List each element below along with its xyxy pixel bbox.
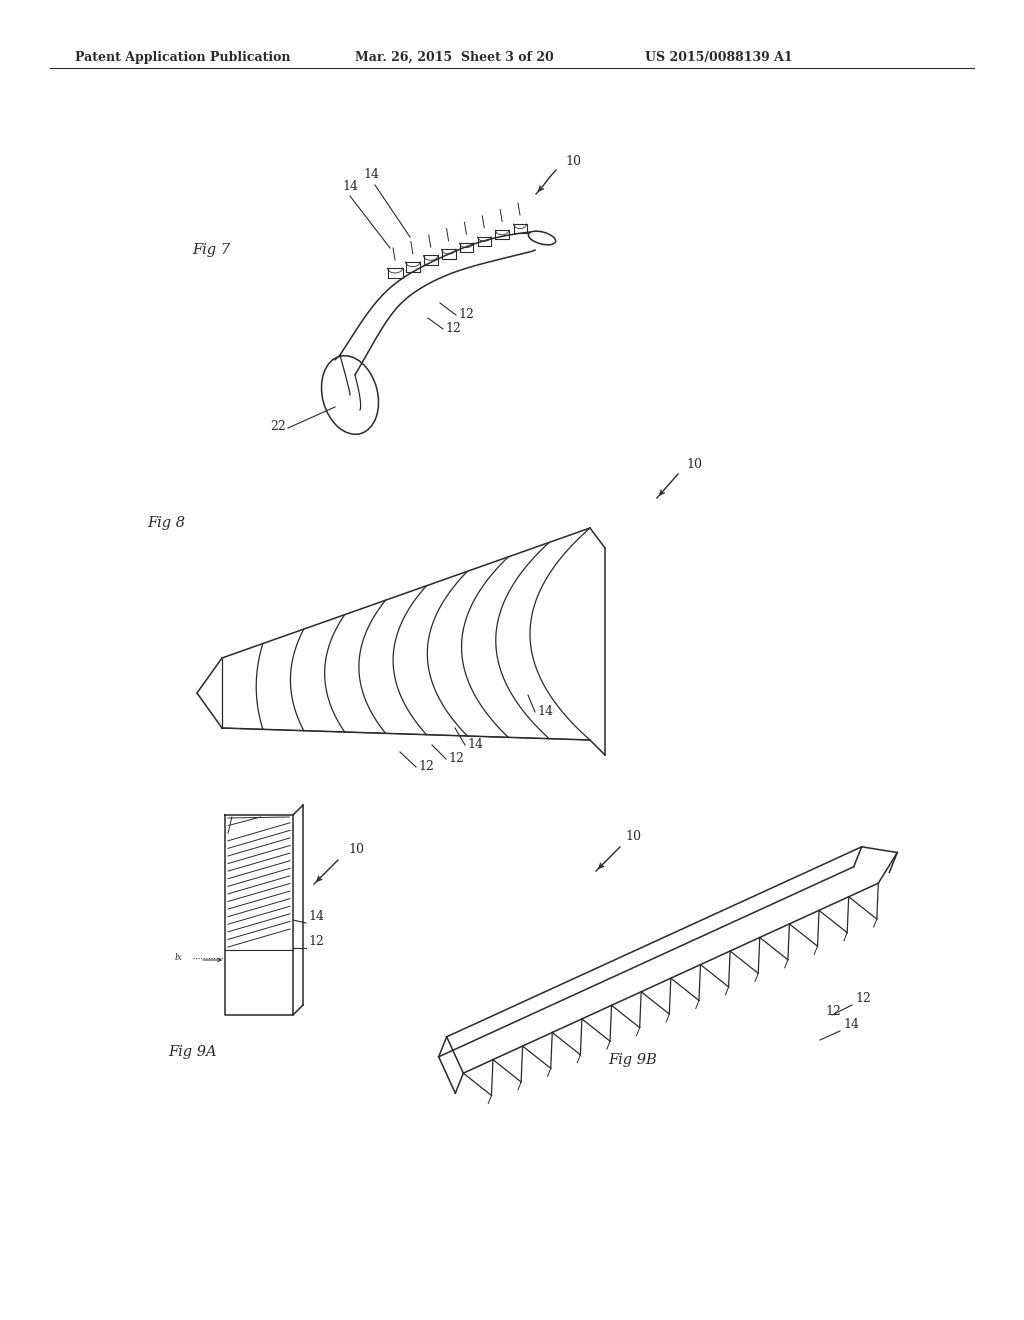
Text: Fig 8: Fig 8 <box>147 516 185 531</box>
Text: 12: 12 <box>418 760 434 774</box>
Text: Fig 9A: Fig 9A <box>168 1045 217 1059</box>
Text: lx: lx <box>175 953 183 962</box>
Text: 12: 12 <box>308 935 324 948</box>
Text: 10: 10 <box>348 843 364 855</box>
Text: 14: 14 <box>537 705 553 718</box>
Text: Fig 9B: Fig 9B <box>608 1053 656 1067</box>
Text: Patent Application Publication: Patent Application Publication <box>75 50 291 63</box>
Text: 22: 22 <box>270 420 286 433</box>
Text: US 2015/0088139 A1: US 2015/0088139 A1 <box>645 50 793 63</box>
Text: 14: 14 <box>308 909 324 923</box>
Text: 12: 12 <box>825 1005 841 1018</box>
Text: 10: 10 <box>686 458 702 471</box>
Text: 14: 14 <box>362 168 379 181</box>
Text: Fig 7: Fig 7 <box>193 243 230 257</box>
Text: 10: 10 <box>625 830 641 843</box>
Text: 10: 10 <box>565 154 581 168</box>
Text: 12: 12 <box>449 752 464 766</box>
Text: 14: 14 <box>467 738 483 751</box>
Text: 14: 14 <box>342 180 358 193</box>
Text: 12: 12 <box>445 322 461 335</box>
Text: 12: 12 <box>855 993 870 1005</box>
Text: 14: 14 <box>843 1018 859 1031</box>
Text: 12: 12 <box>458 308 474 321</box>
Text: Mar. 26, 2015  Sheet 3 of 20: Mar. 26, 2015 Sheet 3 of 20 <box>355 50 554 63</box>
